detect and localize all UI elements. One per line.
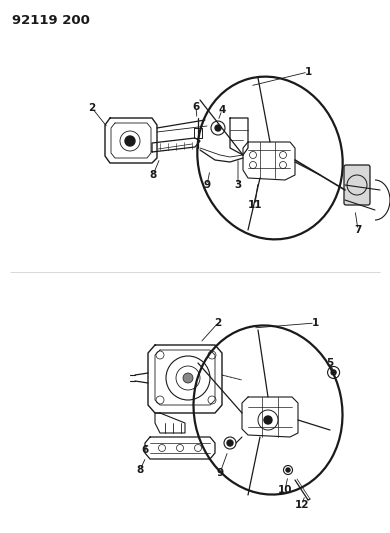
Text: 1: 1	[311, 318, 319, 328]
Text: 2: 2	[215, 318, 222, 328]
Text: 3: 3	[234, 180, 242, 190]
Text: 9: 9	[204, 180, 211, 190]
Circle shape	[227, 440, 233, 446]
Text: 9: 9	[216, 468, 223, 478]
Circle shape	[215, 125, 221, 131]
Text: 6: 6	[141, 445, 149, 455]
Text: 6: 6	[192, 102, 200, 112]
Text: 8: 8	[136, 465, 144, 475]
Text: 2: 2	[89, 103, 96, 113]
Text: 92119 200: 92119 200	[12, 14, 90, 27]
Text: 10: 10	[278, 485, 292, 495]
Text: 12: 12	[295, 500, 309, 510]
Text: 1: 1	[304, 67, 312, 77]
Text: 8: 8	[149, 170, 157, 180]
Circle shape	[183, 373, 193, 383]
Circle shape	[286, 468, 290, 472]
Text: 4: 4	[218, 105, 226, 115]
Text: 7: 7	[354, 225, 362, 235]
FancyBboxPatch shape	[344, 165, 370, 205]
Circle shape	[331, 370, 336, 375]
Circle shape	[125, 136, 135, 146]
Text: 11: 11	[248, 200, 262, 210]
Text: 5: 5	[326, 358, 333, 368]
Circle shape	[264, 416, 272, 424]
